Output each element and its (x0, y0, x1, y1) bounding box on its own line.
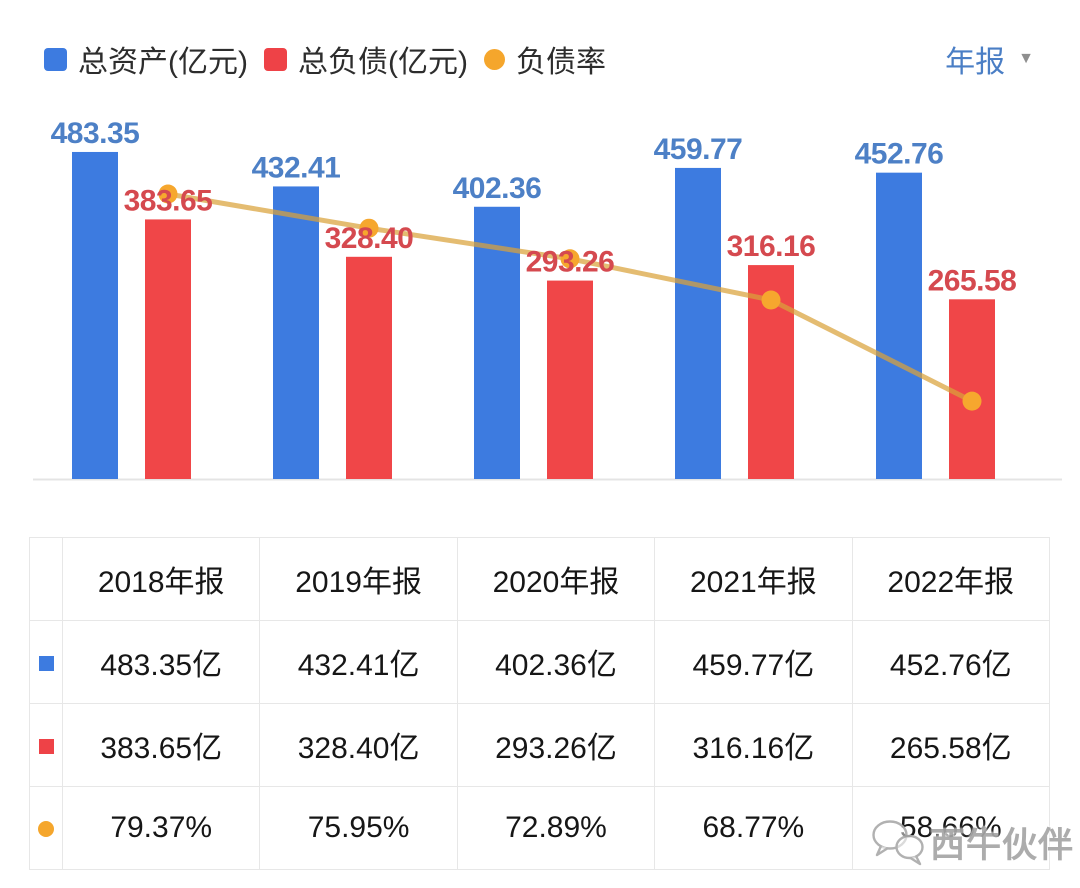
legend-item-0: 总资产(亿元) (44, 37, 248, 81)
legend-label: 总负债(亿元) (297, 46, 468, 79)
table-value-cell: 79.37% (61, 786, 261, 870)
table-row: 483.35亿 432.41亿 402.36亿 459.77亿 452.76亿 (29, 620, 1051, 704)
asset-value-label: 483.35 (51, 117, 140, 150)
debt-bar (547, 280, 593, 479)
table-value-cell: 328.40亿 (259, 703, 458, 787)
table-value-cell: 316.16亿 (654, 703, 853, 787)
asset-bar (876, 172, 922, 479)
ratio-point (359, 218, 379, 238)
orange-circle-swatch-icon (38, 821, 54, 838)
legend-item-1: 总负债(亿元) (263, 37, 468, 81)
debt-value-label: 316.16 (727, 230, 816, 263)
table-value-cell: 265.58亿 (851, 703, 1051, 787)
debt-bar (949, 299, 995, 479)
red-square-swatch-icon (38, 738, 54, 754)
legend-circle-swatch-icon (483, 48, 505, 70)
series-swatch-cell (29, 786, 63, 870)
table-header-cell: 2020年报 (456, 537, 656, 621)
asset-value-label: 459.77 (654, 133, 743, 166)
ratio-point (962, 391, 982, 411)
table-value-cell: 75.95% (259, 786, 458, 870)
chart-header: 总资产(亿元) 总负债(亿元) 负债率 年报 ▼ (44, 37, 1034, 81)
table-row: 79.37% 75.95% 72.89% 68.77% 58.66% (29, 786, 1051, 870)
table-value-cell: 483.35亿 (61, 620, 261, 704)
debt-value-label: 328.40 (325, 222, 414, 255)
debt-bar (346, 256, 392, 479)
table-value-cell: 383.65亿 (61, 703, 261, 787)
assets-liabilities-chart: 483.35 383.65 432.41 328.40 402.36 293.26 459.… (33, 117, 1062, 481)
asset-value-label: 432.41 (252, 151, 341, 184)
table-header-row: 2018年报 2019年报 2020年报 2021年报 2022年报 (29, 537, 1051, 621)
legend-label: 总资产(亿元) (78, 46, 248, 79)
legend-square-swatch-icon (44, 47, 67, 71)
period-selector-label: 年报 (945, 46, 1006, 79)
asset-bar (273, 186, 319, 479)
table-corner-cell (29, 537, 63, 621)
table-header-cell: 2022年报 (851, 537, 1051, 621)
ratio-point (761, 290, 781, 310)
table-value-cell: 402.36亿 (456, 620, 656, 704)
period-selector[interactable]: 年报 ▼ (945, 37, 1034, 81)
table-header-cell: 2021年报 (654, 537, 853, 621)
table-value-cell: 58.66% (851, 786, 1051, 870)
ratio-point (158, 184, 178, 204)
series-swatch-cell (29, 703, 63, 787)
table-header-cell: 2019年报 (259, 537, 458, 621)
financial-data-table: 2018年报 2019年报 2020年报 2021年报 2022年报 483.35亿 432… (29, 537, 1051, 870)
chart-legend: 总资产(亿元) 总负债(亿元) 负债率 (44, 37, 606, 81)
debt-bar (145, 219, 191, 479)
table-row: 383.65亿 328.40亿 293.26亿 316.16亿 265.58亿 (29, 703, 1051, 787)
debt-value-label: 383.65 (124, 184, 213, 217)
asset-value-label: 452.76 (855, 138, 944, 171)
debt-value-label: 265.58 (928, 264, 1017, 297)
table-value-cell: 432.41亿 (259, 620, 458, 704)
debt-value-label: 293.26 (526, 246, 615, 279)
legend-square-swatch-icon (263, 47, 287, 71)
asset-bar (72, 151, 118, 479)
asset-value-label: 402.36 (453, 172, 542, 205)
table-header-cell: 2018年报 (61, 537, 261, 621)
chevron-down-icon: ▼ (1018, 50, 1034, 67)
table-value-cell: 68.77% (654, 786, 853, 870)
blue-square-swatch-icon (38, 655, 54, 671)
table-value-cell: 452.76亿 (851, 620, 1051, 704)
table-value-cell: 459.77亿 (654, 620, 853, 704)
ratio-point (560, 249, 580, 269)
legend-label: 负债率 (515, 46, 606, 79)
legend-item-2: 负债率 (483, 37, 606, 81)
series-swatch-cell (29, 620, 63, 704)
table-value-cell: 293.26亿 (456, 703, 656, 787)
asset-bar (675, 167, 721, 479)
table-value-cell: 72.89% (456, 786, 656, 870)
